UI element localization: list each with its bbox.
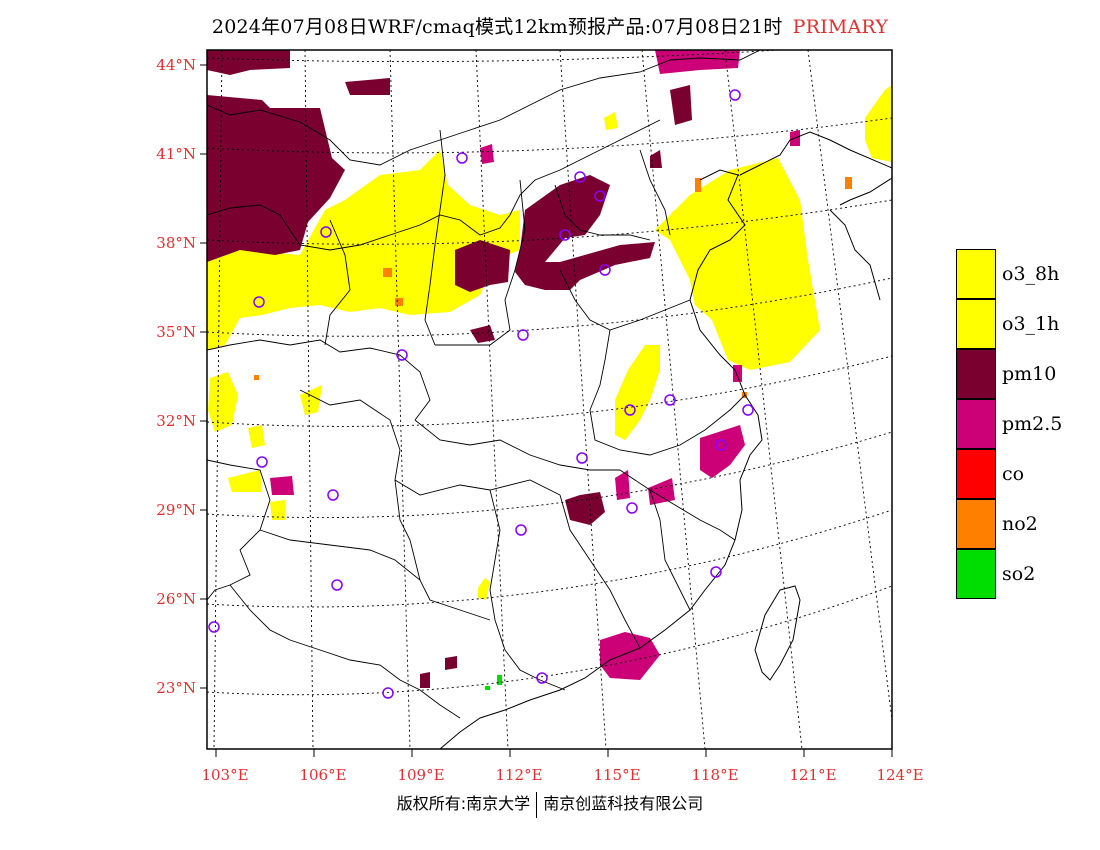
legend-label: no2 bbox=[1002, 513, 1038, 535]
lon-label: 118°E bbox=[691, 766, 738, 784]
pm10-field bbox=[207, 50, 692, 688]
lon-label: 106°E bbox=[299, 766, 346, 784]
title-tag: PRIMARY bbox=[792, 16, 889, 38]
copyright-divider bbox=[536, 791, 538, 818]
lon-label: 112°E bbox=[495, 766, 542, 784]
lat-gridlines bbox=[207, 50, 892, 696]
title-main: 2024年07月08日WRF/cmaq模式12km预报产品:07月08日21时 bbox=[211, 16, 783, 38]
lon-label: 115°E bbox=[593, 766, 640, 784]
legend-label: pm2.5 bbox=[1002, 413, 1063, 435]
legend-label: o3_1h bbox=[1002, 313, 1060, 335]
station-markers bbox=[208, 89, 754, 699]
so2-field bbox=[485, 675, 502, 690]
lon-labels: 103°E 106°E 109°E 112°E 115°E 118°E 121°… bbox=[201, 766, 923, 784]
lat-label: 38°N bbox=[156, 234, 196, 252]
legend-swatch bbox=[956, 299, 996, 349]
legend-swatch bbox=[956, 399, 996, 449]
lat-label: 32°N bbox=[156, 412, 196, 430]
pm25-field bbox=[270, 50, 800, 680]
legend-swatch bbox=[956, 449, 996, 499]
lat-label: 29°N bbox=[156, 501, 196, 519]
lat-label: 26°N bbox=[156, 590, 196, 608]
map-frame bbox=[206, 49, 893, 750]
coastline bbox=[439, 131, 892, 749]
copyright-left: 版权所有:南京大学 bbox=[396, 794, 531, 813]
legend-label: o3_8h bbox=[1002, 263, 1060, 285]
lon-label: 121°E bbox=[789, 766, 836, 784]
province-borders bbox=[207, 50, 761, 719]
lon-label: 124°E bbox=[876, 766, 923, 784]
lat-label: 44°N bbox=[156, 56, 196, 74]
axis-ticks bbox=[200, 64, 893, 757]
legend-swatch bbox=[956, 549, 996, 599]
lat-label: 35°N bbox=[156, 323, 196, 341]
legend-label: co bbox=[1002, 463, 1025, 485]
legend-label: pm10 bbox=[1002, 363, 1057, 385]
lat-label: 41°N bbox=[156, 145, 196, 163]
copyright: 版权所有:南京大学 南京创蓝科技有限公司 bbox=[0, 790, 1100, 818]
island-taiwan bbox=[754, 585, 801, 681]
lat-label: 23°N bbox=[156, 679, 196, 697]
legend-swatch bbox=[956, 349, 996, 399]
lat-labels: 44°N 41°N 38°N 35°N 32°N 29°N 26°N 23°N bbox=[156, 56, 196, 697]
copyright-right: 南京创蓝科技有限公司 bbox=[543, 794, 704, 813]
lon-label: 109°E bbox=[397, 766, 444, 784]
map-title: 2024年07月08日WRF/cmaq模式12km预报产品:07月08日21时 P… bbox=[0, 12, 1100, 39]
lon-label: 103°E bbox=[201, 766, 248, 784]
legend-swatch bbox=[956, 499, 996, 549]
legend-swatch bbox=[956, 249, 996, 299]
legend-label: so2 bbox=[1002, 563, 1036, 585]
